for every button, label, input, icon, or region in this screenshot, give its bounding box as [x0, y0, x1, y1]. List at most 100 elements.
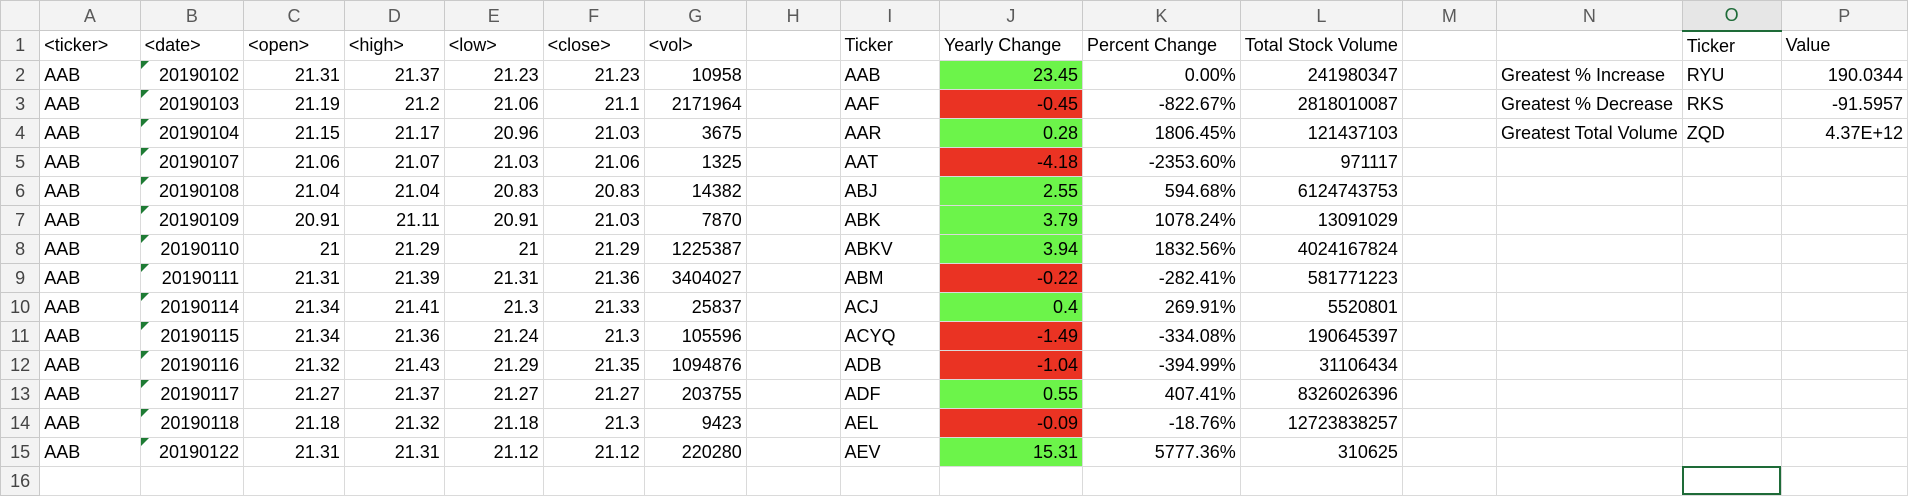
- cell-f5[interactable]: 21.06: [542, 146, 645, 177]
- cell-j5[interactable]: -4.18: [938, 146, 1083, 177]
- cell-b4[interactable]: 20190104: [139, 117, 245, 148]
- cell-o15[interactable]: [1681, 436, 1782, 467]
- column-header-h[interactable]: H: [745, 0, 841, 31]
- cell-l6[interactable]: 6124743753: [1239, 175, 1403, 206]
- cell-j15[interactable]: 15.31: [938, 436, 1083, 467]
- cell-f4[interactable]: 21.03: [542, 117, 645, 148]
- cell-f3[interactable]: 21.1: [542, 88, 645, 119]
- row-header[interactable]: 16: [0, 465, 41, 496]
- cell-j7[interactable]: 3.79: [938, 204, 1083, 235]
- cell-o5[interactable]: [1681, 146, 1782, 177]
- cell-e4[interactable]: 20.96: [443, 117, 544, 148]
- cell-c7[interactable]: 20.91: [243, 204, 345, 235]
- cell-p3[interactable]: -91.5957: [1780, 88, 1908, 119]
- column-header-l[interactable]: L: [1239, 0, 1403, 31]
- cell-f1[interactable]: <close>: [542, 30, 645, 61]
- cell-i9[interactable]: ABM: [839, 262, 940, 293]
- cell-i12[interactable]: ADB: [839, 349, 940, 380]
- cell-c8[interactable]: 21: [243, 233, 345, 264]
- cell-l13[interactable]: 8326026396: [1239, 378, 1403, 409]
- cell-h4[interactable]: [745, 117, 841, 148]
- cell-i6[interactable]: ABJ: [839, 175, 940, 206]
- cell-d15[interactable]: 21.31: [343, 436, 445, 467]
- cell-j1[interactable]: Yearly Change: [938, 30, 1083, 61]
- cell-e11[interactable]: 21.24: [443, 320, 544, 351]
- cell-o16[interactable]: [1681, 465, 1782, 496]
- cell-j3[interactable]: -0.45: [938, 88, 1083, 119]
- cell-h12[interactable]: [745, 349, 841, 380]
- column-header-a[interactable]: A: [39, 0, 141, 31]
- column-header-g[interactable]: G: [643, 0, 747, 31]
- cell-m9[interactable]: [1401, 262, 1497, 293]
- cell-p14[interactable]: [1780, 407, 1908, 438]
- cell-g12[interactable]: 1094876: [643, 349, 747, 380]
- cell-f2[interactable]: 21.23: [542, 59, 645, 90]
- cell-a2[interactable]: AAB: [39, 59, 141, 90]
- cell-a11[interactable]: AAB: [39, 320, 141, 351]
- cell-c5[interactable]: 21.06: [243, 146, 345, 177]
- cell-d13[interactable]: 21.37: [343, 378, 445, 409]
- cell-b13[interactable]: 20190117: [139, 378, 245, 409]
- cell-p12[interactable]: [1780, 349, 1908, 380]
- cell-k9[interactable]: -282.41%: [1081, 262, 1241, 293]
- cell-g11[interactable]: 105596: [643, 320, 747, 351]
- cell-e7[interactable]: 20.91: [443, 204, 544, 235]
- column-header-m[interactable]: M: [1401, 0, 1497, 31]
- cell-p9[interactable]: [1780, 262, 1908, 293]
- cell-f11[interactable]: 21.3: [542, 320, 645, 351]
- cell-a14[interactable]: AAB: [39, 407, 141, 438]
- cell-l4[interactable]: 121437103: [1239, 117, 1403, 148]
- cell-j12[interactable]: -1.04: [938, 349, 1083, 380]
- cell-c11[interactable]: 21.34: [243, 320, 345, 351]
- cell-k6[interactable]: 594.68%: [1081, 175, 1241, 206]
- cell-l1[interactable]: Total Stock Volume: [1239, 30, 1403, 61]
- cell-d9[interactable]: 21.39: [343, 262, 445, 293]
- select-all-corner[interactable]: [0, 0, 41, 31]
- column-header-e[interactable]: E: [443, 0, 544, 31]
- cell-l10[interactable]: 5520801: [1239, 291, 1403, 322]
- cell-e3[interactable]: 21.06: [443, 88, 544, 119]
- row-header[interactable]: 5: [0, 146, 41, 177]
- cell-l15[interactable]: 310625: [1239, 436, 1403, 467]
- cell-o1[interactable]: Ticker: [1681, 30, 1782, 61]
- cell-g7[interactable]: 7870: [643, 204, 747, 235]
- cell-h11[interactable]: [745, 320, 841, 351]
- cell-n11[interactable]: [1495, 320, 1683, 351]
- cell-l12[interactable]: 31106434: [1239, 349, 1403, 380]
- cell-k15[interactable]: 5777.36%: [1081, 436, 1241, 467]
- cell-g9[interactable]: 3404027: [643, 262, 747, 293]
- column-header-k[interactable]: K: [1081, 0, 1241, 31]
- cell-d10[interactable]: 21.41: [343, 291, 445, 322]
- cell-o14[interactable]: [1681, 407, 1782, 438]
- cell-f13[interactable]: 21.27: [542, 378, 645, 409]
- cell-h3[interactable]: [745, 88, 841, 119]
- cell-a10[interactable]: AAB: [39, 291, 141, 322]
- cell-p7[interactable]: [1780, 204, 1908, 235]
- cell-a1[interactable]: <ticker>: [39, 30, 141, 61]
- cell-b10[interactable]: 20190114: [139, 291, 245, 322]
- cell-g2[interactable]: 10958: [643, 59, 747, 90]
- row-header[interactable]: 13: [0, 378, 41, 409]
- cell-l3[interactable]: 2818010087: [1239, 88, 1403, 119]
- cell-i15[interactable]: AEV: [839, 436, 940, 467]
- cell-h9[interactable]: [745, 262, 841, 293]
- cell-b14[interactable]: 20190118: [139, 407, 245, 438]
- cell-d6[interactable]: 21.04: [343, 175, 445, 206]
- cell-g1[interactable]: <vol>: [643, 30, 747, 61]
- cell-p15[interactable]: [1780, 436, 1908, 467]
- cell-c3[interactable]: 21.19: [243, 88, 345, 119]
- row-header[interactable]: 9: [0, 262, 41, 293]
- cell-l7[interactable]: 13091029: [1239, 204, 1403, 235]
- cell-b9[interactable]: 20190111: [139, 262, 245, 293]
- cell-g6[interactable]: 14382: [643, 175, 747, 206]
- cell-o3[interactable]: RKS: [1681, 88, 1782, 119]
- cell-f15[interactable]: 21.12: [542, 436, 645, 467]
- cell-o11[interactable]: [1681, 320, 1782, 351]
- cell-o10[interactable]: [1681, 291, 1782, 322]
- cell-f12[interactable]: 21.35: [542, 349, 645, 380]
- cell-g5[interactable]: 1325: [643, 146, 747, 177]
- cell-a9[interactable]: AAB: [39, 262, 141, 293]
- row-header[interactable]: 4: [0, 117, 41, 148]
- cell-d3[interactable]: 21.2: [343, 88, 445, 119]
- cell-n7[interactable]: [1495, 204, 1683, 235]
